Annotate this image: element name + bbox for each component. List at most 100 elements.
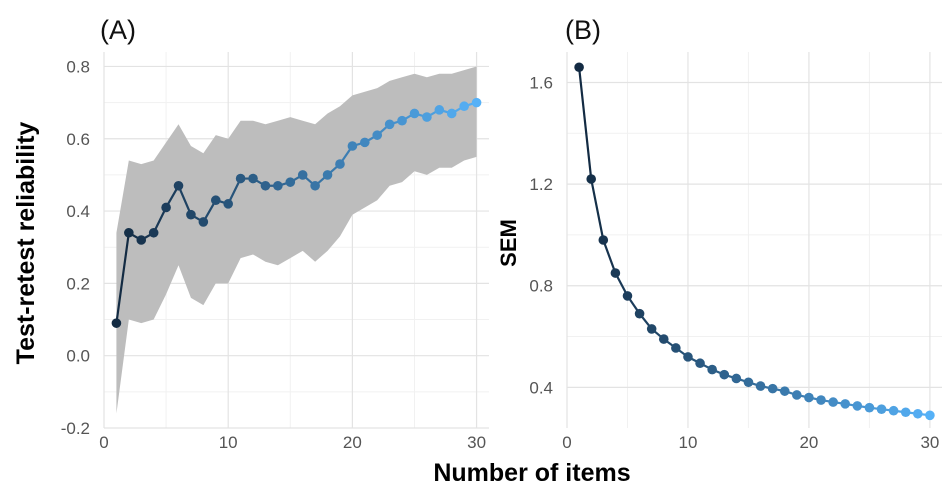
panel-b-data-point xyxy=(816,395,826,405)
panel-a-data-point xyxy=(422,112,432,122)
panel-a: (A) 0 10 20 30 -0.2 0.0 0.2 0.4 0.6 0.8 Test-ret… xyxy=(12,15,489,452)
panel-a-y-tick-label: 0.6 xyxy=(66,130,90,149)
panel-b-data-point xyxy=(755,381,766,391)
panel-a-data-point xyxy=(360,137,370,148)
panel-a-y-tick-label: 0.2 xyxy=(66,274,90,293)
panel-a-x-ticks: 0 10 20 30 xyxy=(99,433,486,452)
panel-a-x-tick-label: 30 xyxy=(467,433,486,452)
panel-b-points xyxy=(574,62,935,421)
panel-b-data-point xyxy=(707,364,717,375)
panel-b-label: (B) xyxy=(565,15,601,45)
panel-b-data-point xyxy=(695,358,705,369)
panel-a-data-point xyxy=(434,105,445,115)
panel-a-label: (A) xyxy=(100,15,136,45)
panel-b-data-point xyxy=(598,235,609,245)
panel-b-line-segment xyxy=(590,177,605,242)
panel-a-data-point xyxy=(111,318,122,328)
panel-b-data-point xyxy=(840,399,851,409)
panel-b-data-point xyxy=(731,373,742,384)
panel-a-y-axis-label: Test-retest reliability xyxy=(12,122,40,365)
panel-b-data-point xyxy=(913,408,923,419)
panel-b-y-axis-label: SEM xyxy=(496,219,521,267)
panel-b-x-ticks: 0 10 20 30 xyxy=(562,433,939,452)
panel-b: (B) 0 10 20 30 0.4 0.8 1.2 1.6 SEM xyxy=(496,15,942,452)
panel-a-y-ticks: -0.2 0.0 0.2 0.4 0.6 0.8 xyxy=(61,57,90,438)
panel-b-data-point xyxy=(779,386,790,396)
panel-b-grid xyxy=(566,52,942,428)
panel-a-data-point xyxy=(210,195,221,206)
panel-b-y-ticks: 0.4 0.8 1.2 1.6 xyxy=(529,73,553,397)
panel-b-data-point xyxy=(876,404,887,415)
panel-b-data-point xyxy=(864,402,875,413)
panel-a-data-point xyxy=(173,180,184,191)
panel-a-data-point xyxy=(409,108,420,119)
panel-b-data-point xyxy=(574,62,584,73)
panel-b-data-point xyxy=(646,324,657,334)
panel-a-data-point xyxy=(471,97,482,108)
panel-b-data-point xyxy=(634,308,645,319)
shared-x-axis-label: Number of items xyxy=(433,459,630,487)
panel-a-data-point xyxy=(260,180,271,191)
panel-a-line-segment xyxy=(115,231,130,325)
panel-a-x-tick-label: 0 xyxy=(99,433,108,452)
panel-a-confidence-ribbon xyxy=(116,66,477,414)
panel-b-data-point xyxy=(586,174,596,184)
panel-a-data-point xyxy=(161,202,171,213)
panel-b-y-tick-label: 0.8 xyxy=(529,277,553,296)
panel-a-data-point xyxy=(384,119,395,130)
panel-a-x-tick-label: 10 xyxy=(219,433,238,452)
panel-a-data-point xyxy=(297,170,308,180)
panel-a-y-tick-label: 0.8 xyxy=(66,57,90,76)
panel-a-ribbon-layer xyxy=(116,66,477,414)
panel-b-data-point xyxy=(925,410,935,421)
panel-b-data-point xyxy=(719,369,730,380)
panel-b-data-point xyxy=(658,334,669,344)
panel-a-y-tick-label: -0.2 xyxy=(61,419,90,438)
panel-a-data-point xyxy=(186,209,196,220)
panel-b-data-point xyxy=(610,268,621,278)
panel-a-data-point xyxy=(285,177,296,187)
panel-b-x-tick-label: 0 xyxy=(562,433,571,452)
panel-b-data-point xyxy=(888,405,899,416)
panel-a-data-point xyxy=(273,180,283,191)
panel-b-data-point xyxy=(767,383,778,394)
panel-b-line-layer xyxy=(577,66,932,417)
panel-b-x-tick-label: 10 xyxy=(679,433,698,452)
panel-b-data-point xyxy=(852,401,863,411)
panel-a-data-point xyxy=(148,227,159,238)
panel-a-data-point xyxy=(397,115,407,126)
panel-b-y-tick-label: 1.6 xyxy=(529,73,553,92)
panel-a-data-point xyxy=(322,170,333,180)
panel-a-y-tick-label: 0.4 xyxy=(66,202,90,221)
panel-a-data-point xyxy=(198,217,209,227)
panel-b-y-tick-label: 1.2 xyxy=(529,175,553,194)
panel-a-points xyxy=(111,97,482,328)
panel-b-line-segment xyxy=(577,66,593,181)
panel-b-data-point xyxy=(804,392,814,403)
panel-a-data-point xyxy=(124,227,134,238)
panel-b-data-point xyxy=(828,397,838,407)
panel-b-data-point xyxy=(671,343,681,353)
panel-a-data-point xyxy=(446,108,457,119)
panel-a-data-point xyxy=(347,141,358,151)
panel-b-data-point xyxy=(683,352,693,362)
panel-a-x-tick-label: 20 xyxy=(343,433,362,452)
panel-a-data-point xyxy=(310,180,320,191)
panel-b-line-segment xyxy=(602,238,617,275)
panel-b-y-tick-label: 0.4 xyxy=(529,378,553,397)
panel-b-data-point xyxy=(792,390,802,400)
panel-b-x-tick-label: 20 xyxy=(799,433,818,452)
panel-a-data-point xyxy=(335,159,345,169)
panel-a-data-point xyxy=(372,130,383,140)
panel-a-data-point xyxy=(223,199,233,209)
panel-a-data-point xyxy=(136,235,147,245)
panel-a-data-point xyxy=(235,173,246,184)
panel-a-line-segment xyxy=(177,184,193,216)
panel-b-data-point xyxy=(622,291,633,301)
panel-b-data-point xyxy=(900,407,911,418)
panel-a-data-point xyxy=(248,173,258,184)
panel-b-x-tick-label: 30 xyxy=(920,433,939,452)
panel-a-data-point xyxy=(459,101,469,112)
panel-a-y-tick-label: 0.0 xyxy=(66,347,90,366)
